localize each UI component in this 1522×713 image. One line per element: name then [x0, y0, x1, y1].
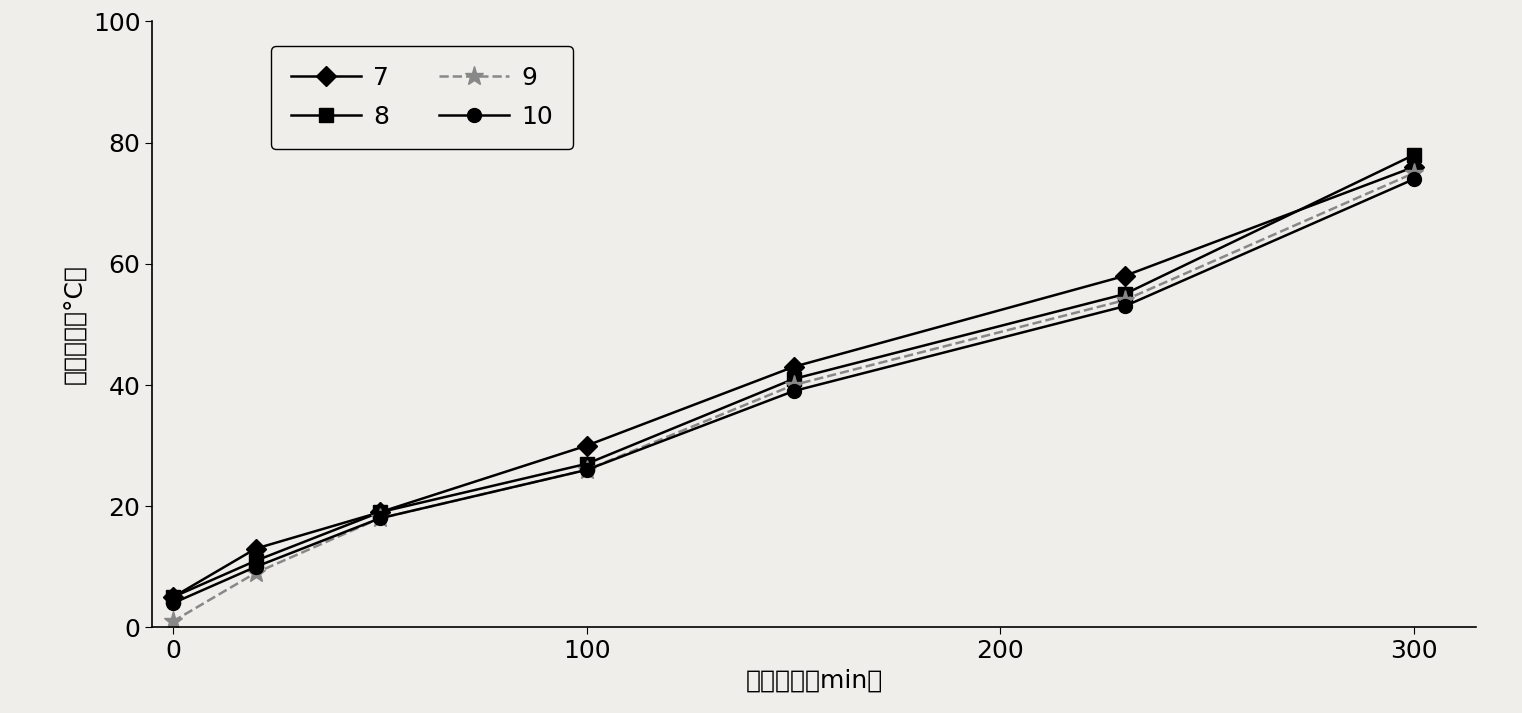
9: [371, 514, 390, 523]
7: [1405, 163, 1423, 171]
8: [164, 593, 183, 602]
Line: 8: 8: [166, 148, 1422, 604]
10: [371, 514, 390, 523]
Line: 10: 10: [166, 172, 1422, 610]
8: [577, 460, 595, 468]
10: [164, 599, 183, 607]
Legend: 7, 8, 9, 10: 7, 8, 9, 10: [271, 46, 574, 149]
8: [1116, 289, 1134, 298]
7: [164, 593, 183, 602]
8: [247, 556, 265, 565]
10: [577, 466, 595, 474]
9: [577, 466, 595, 474]
X-axis label: 反应时间（min）: 反应时间（min）: [746, 669, 883, 693]
8: [371, 508, 390, 516]
9: [164, 617, 183, 626]
7: [577, 441, 595, 450]
9: [1405, 169, 1423, 178]
10: [784, 386, 802, 395]
Y-axis label: 聚合温度（°C）: 聚合温度（°C）: [64, 265, 87, 384]
10: [1116, 302, 1134, 311]
Line: 7: 7: [166, 160, 1422, 604]
9: [247, 569, 265, 578]
7: [784, 362, 802, 371]
Line: 9: 9: [163, 163, 1425, 631]
9: [784, 381, 802, 389]
10: [1405, 175, 1423, 183]
8: [1405, 150, 1423, 159]
10: [247, 563, 265, 571]
8: [784, 375, 802, 384]
9: [1116, 296, 1134, 304]
7: [247, 545, 265, 553]
7: [1116, 272, 1134, 280]
7: [371, 508, 390, 516]
